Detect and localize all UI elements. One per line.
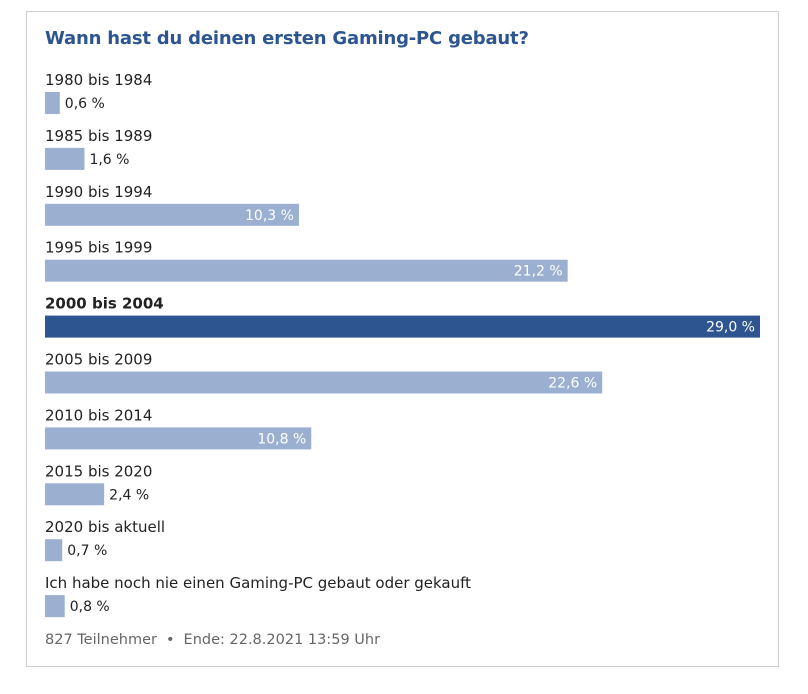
category-label: 1980 bis 1984: [45, 71, 152, 89]
bar-value-label: 2,4 %: [109, 487, 149, 503]
bar-value-label: 21,2 %: [514, 264, 563, 280]
bar-value-label: 22,6 %: [548, 376, 597, 392]
bar-value-label: 0,7 %: [67, 543, 107, 559]
category-label: Ich habe noch nie einen Gaming-PC gebaut…: [45, 574, 471, 592]
bar: [45, 483, 105, 506]
bar-value-label: 0,6 %: [65, 96, 105, 112]
category-label: 2015 bis 2020: [45, 462, 152, 480]
bar: [45, 595, 65, 618]
bar-value-label: 0,8 %: [70, 599, 110, 615]
category-label: 2005 bis 2009: [45, 351, 152, 369]
poll-title: Wann hast du deinen ersten Gaming-PC geb…: [45, 28, 529, 49]
bar: [45, 259, 568, 282]
footer-separator: •: [165, 632, 175, 648]
bar: [45, 427, 312, 450]
poll-end-date: Ende: 22.8.2021 13:59 Uhr: [183, 632, 381, 648]
category-label: 2000 bis 2004: [45, 295, 164, 313]
bar-value-label: 10,3 %: [245, 208, 294, 224]
category-label: 1995 bis 1999: [45, 239, 152, 257]
category-label: 1985 bis 1989: [45, 127, 152, 145]
bar: [45, 92, 60, 114]
category-label: 2010 bis 2014: [45, 406, 152, 424]
bar-highlighted: [45, 315, 760, 338]
category-label: 2020 bis aktuell: [45, 518, 165, 536]
participants-count: 827 Teilnehmer: [45, 632, 157, 648]
bar-value-label: 10,8 %: [257, 431, 306, 447]
bar-value-label: 29,0 %: [706, 320, 755, 336]
bar-value-label: 1,6 %: [89, 152, 129, 168]
bar: [45, 203, 299, 226]
bar: [45, 371, 603, 394]
poll-card: [26, 11, 779, 667]
poll-footer: 827 Teilnehmer • Ende: 22.8.2021 13:59 Uhr: [45, 632, 380, 648]
category-label: 1990 bis 1994: [45, 183, 152, 201]
bar: [45, 539, 63, 562]
bar: [45, 147, 85, 170]
